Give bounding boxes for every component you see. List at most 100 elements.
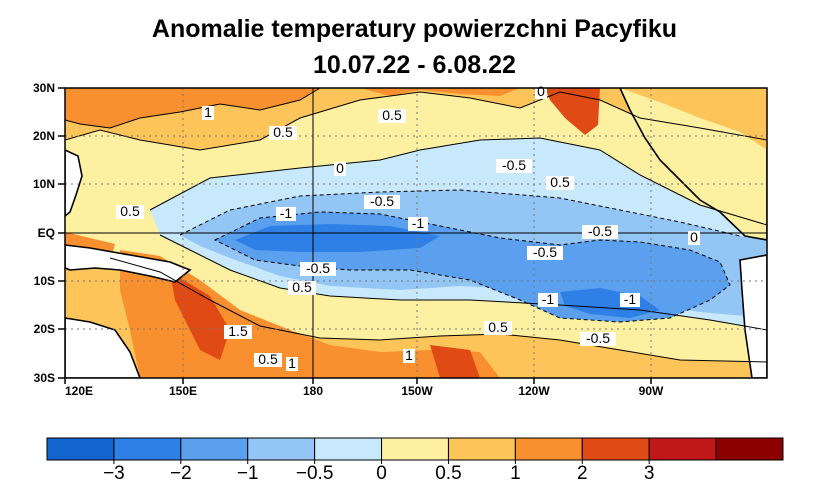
lon-tick-label: 120W (518, 384, 550, 398)
contour-label-bg (582, 225, 618, 239)
colorbar: −3 −2 −1 −0.5 0 0.5 1 2 3 (46, 437, 784, 484)
land-australia (65, 317, 141, 378)
colorbar-segment (381, 437, 449, 461)
contour-label: -1 (412, 215, 425, 231)
lon-tick-label: 150E (169, 384, 197, 398)
map-subtitle: 10.07.22 - 6.08.22 (313, 51, 516, 79)
latitude-axis: 30N 20N 10N EQ 10S 20S 30S (33, 81, 65, 385)
land-philippines (65, 149, 83, 218)
contour-labels: 1 0.5 0 0.5 0.5 -0.5 0 0.5 -1 -0.5 -1 -0.5 0 -0.5 -0.5… (116, 83, 700, 371)
colorbar-segment (447, 437, 516, 461)
lat-tick-label: 20N (33, 129, 55, 143)
colorbar-label: 0 (376, 463, 387, 484)
lon-tick-label: 90W (639, 384, 664, 398)
lon-tick-label: 180 (303, 384, 323, 398)
contour-label: 0.5 (382, 107, 402, 123)
contour-label-bg (116, 205, 144, 219)
lat-tick-label: 30N (33, 81, 55, 95)
contour-label-bg (334, 162, 346, 176)
colorbar-segment (247, 437, 316, 461)
contour-label-bg (408, 217, 428, 231)
map-title: Anomalie temperatury powierzchni Pacyfik… (151, 15, 678, 43)
contour-label: -0.5 (533, 244, 557, 260)
contour-label: 0 (537, 83, 545, 99)
contour-label: -1 (542, 291, 555, 307)
colorbar-label: −0.5 (296, 463, 334, 484)
field-minus-one-core (235, 224, 440, 252)
contour-label-bg (364, 195, 400, 209)
contour-label: 1 (405, 347, 413, 363)
contour-label: 0.5 (258, 351, 278, 367)
lat-tick-label: 20S (34, 322, 55, 336)
contour-label-bg (688, 231, 700, 245)
contour-label: 0 (690, 229, 698, 245)
contour-label: -0.5 (370, 193, 394, 209)
colorbar-label: 0.5 (435, 463, 461, 484)
longitude-axis: 120E 150E 180 150W 120W 90W (64, 378, 664, 398)
lon-tick-label: 150W (401, 384, 433, 398)
contour-label-bg (276, 207, 296, 221)
colorbar-label: 2 (577, 463, 588, 484)
contour-label: 0 (336, 160, 344, 176)
contour-label: 0.5 (273, 124, 293, 140)
field-north-2 (65, 88, 320, 128)
field-north-2b (360, 88, 520, 96)
colorbar-label: 3 (644, 463, 655, 484)
contour-lines (65, 88, 767, 363)
colorbar-label: −1 (237, 463, 259, 484)
reference-lines (65, 88, 767, 378)
land-north-america-warm (620, 88, 767, 150)
contour-label: -1 (280, 205, 293, 221)
contour-label: 1 (204, 104, 212, 120)
lat-tick-label: EQ (38, 226, 55, 240)
contour-label-bg (202, 106, 214, 120)
contour-label: -0.5 (588, 223, 612, 239)
contour-label: -1 (624, 291, 637, 307)
colorbar-segment (581, 437, 650, 461)
colorbar-segment (514, 437, 583, 461)
field-south-4 (430, 345, 480, 378)
field-south-3 (170, 272, 230, 360)
contour-label: 1.5 (228, 323, 248, 339)
colorbar-segment (648, 437, 717, 461)
colorbar-segment (46, 437, 115, 461)
contour-label-bg (254, 353, 282, 367)
contour-label-bg (496, 159, 532, 173)
colorbar-segment (113, 437, 182, 461)
colorbar-label: −2 (170, 463, 192, 484)
colorbar-segment (715, 437, 784, 461)
contour-label-bg (620, 293, 640, 307)
contour-label-bg (546, 176, 574, 190)
contour-label-bg (580, 332, 616, 346)
contour-label-bg (403, 349, 415, 363)
lat-tick-label: 30S (34, 371, 55, 385)
contour-label: -0.5 (306, 260, 330, 276)
contour-label: 0.5 (488, 319, 508, 335)
field-north-3 (545, 88, 600, 135)
colorbar-segment (314, 437, 383, 461)
contour-label-bg (269, 126, 297, 140)
contour-label-bg (527, 246, 563, 260)
contour-label: 1 (288, 355, 296, 371)
contour-label: 0.5 (120, 203, 140, 219)
contour-label: 0.5 (292, 279, 312, 295)
colorbar-label: −3 (103, 463, 125, 484)
lat-tick-label: 10S (34, 274, 55, 288)
colorbar-segment (180, 437, 249, 461)
lon-tick-label: 120E (65, 384, 93, 398)
contour-label-bg (538, 293, 558, 307)
contour-label-bg (378, 109, 406, 123)
lat-tick-label: 10N (33, 177, 55, 191)
contour-label: 0.5 (550, 174, 570, 190)
contour-label-bg (286, 357, 298, 371)
colorbar-label: 1 (510, 463, 521, 484)
contour-label-bg (224, 325, 252, 339)
contour-label-bg (300, 262, 336, 276)
contour-label-bg (484, 321, 512, 335)
land-south-america (739, 254, 767, 378)
contour-label: -0.5 (586, 330, 610, 346)
contour-label-bg (288, 281, 316, 295)
contour-label: -0.5 (502, 157, 526, 173)
land-new-guinea (65, 244, 192, 283)
